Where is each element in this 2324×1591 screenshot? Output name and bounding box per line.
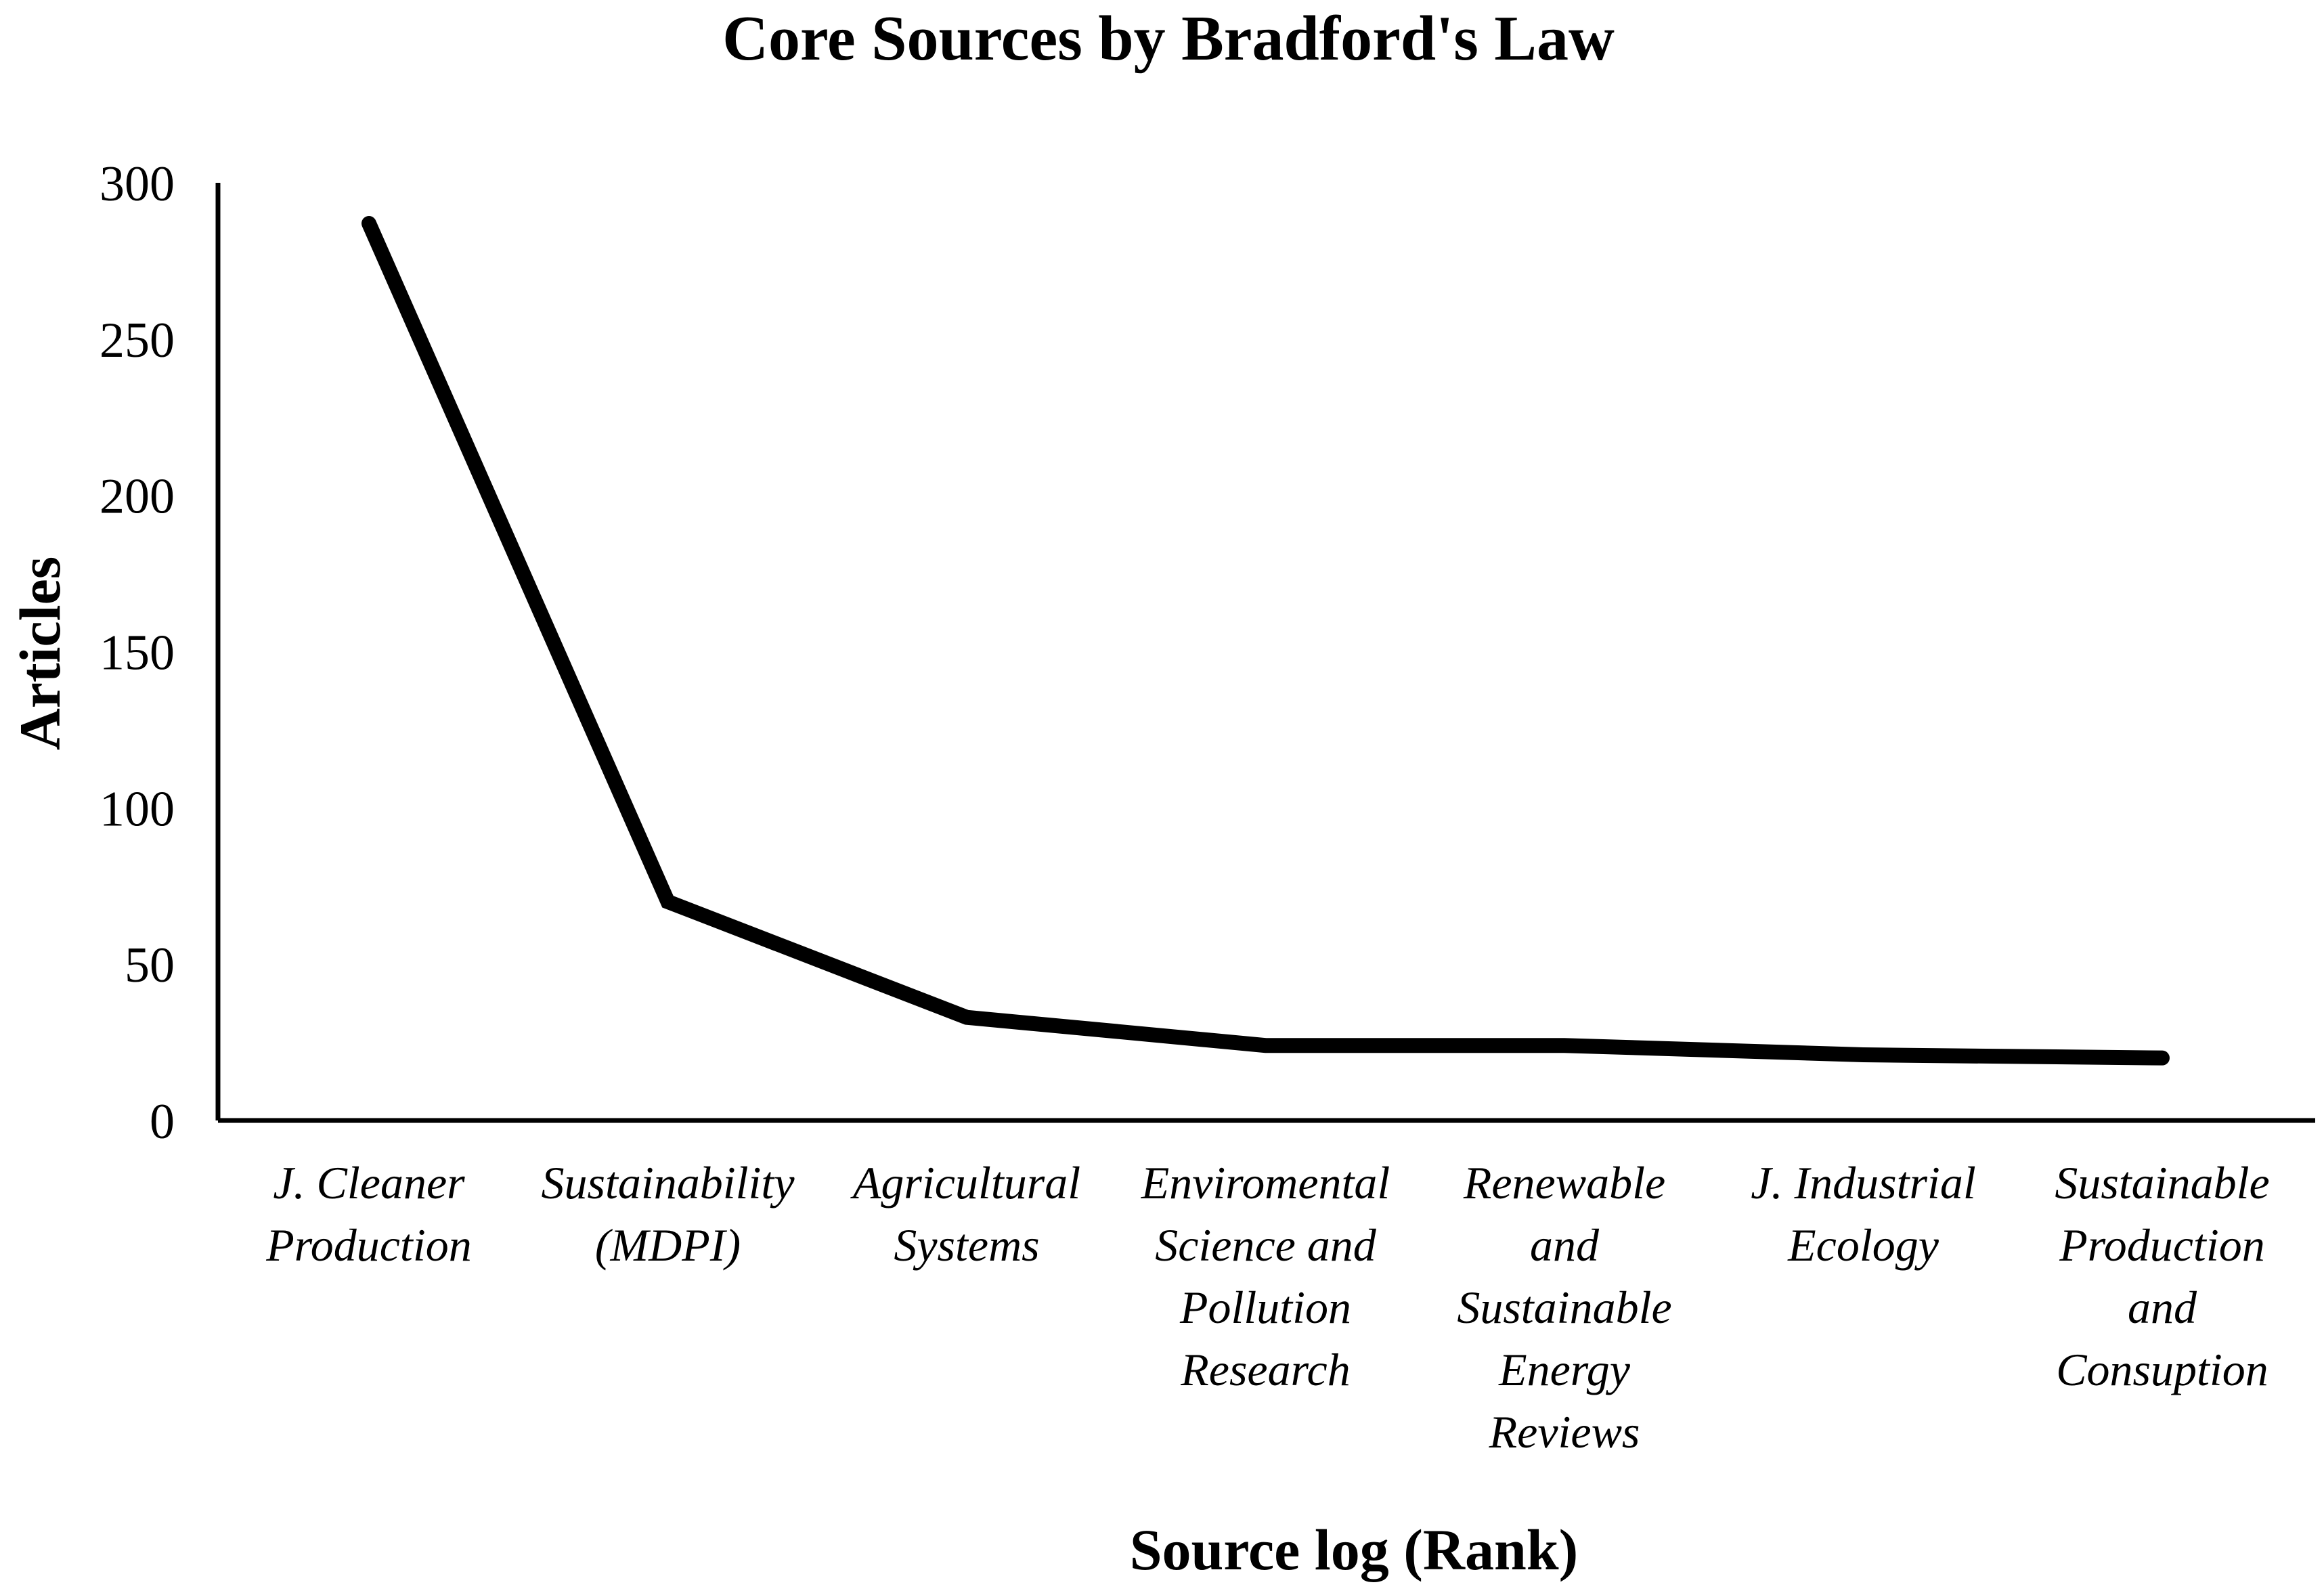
x-tick-label: Sustainability (MDPI): [542, 1157, 795, 1271]
y-axis-ticks: 0 50 100 150 200 250 300: [100, 156, 175, 1150]
y-tick-label: 100: [100, 781, 175, 837]
series-layer: [361, 216, 2170, 1066]
x-axis-ticks: J. Cleaner Production Sustainability (MDPI)…: [265, 1157, 2269, 1458]
x-tick-label: Sustainable Production and Consuption: [2055, 1157, 2269, 1395]
data-point: [2162, 1057, 2163, 1059]
x-tick-label: Enviromental Science and Pollution Research: [1141, 1157, 1390, 1395]
data-point: [368, 223, 370, 225]
series-line: [361, 216, 2170, 1066]
y-tick-label: 0: [150, 1094, 175, 1150]
data-point: [1564, 1045, 1565, 1047]
y-tick-label: 150: [100, 626, 175, 681]
data-point: [667, 900, 669, 902]
chart-title: Core Sources by Bradford's Law: [722, 3, 1615, 74]
x-tick-label: Renewable and Sustainable Energy Reviews: [1457, 1157, 1671, 1458]
x-tick-label: J. Industrial Ecology: [1751, 1157, 1975, 1271]
x-axis-title: Source log (Rank): [1130, 1517, 1579, 1582]
y-tick-label: 300: [100, 156, 175, 212]
x-tick-label: Agricultural Systems: [850, 1157, 1080, 1271]
y-tick-label: 200: [100, 469, 175, 525]
y-tick-label: 50: [125, 938, 175, 993]
data-point: [966, 1016, 967, 1018]
data-point: [1265, 1045, 1267, 1047]
y-tick-label: 250: [100, 313, 175, 368]
y-axis-title: Articles: [7, 557, 72, 751]
x-tick-label: J. Cleaner Production: [265, 1157, 471, 1271]
data-point: [1862, 1054, 1864, 1056]
